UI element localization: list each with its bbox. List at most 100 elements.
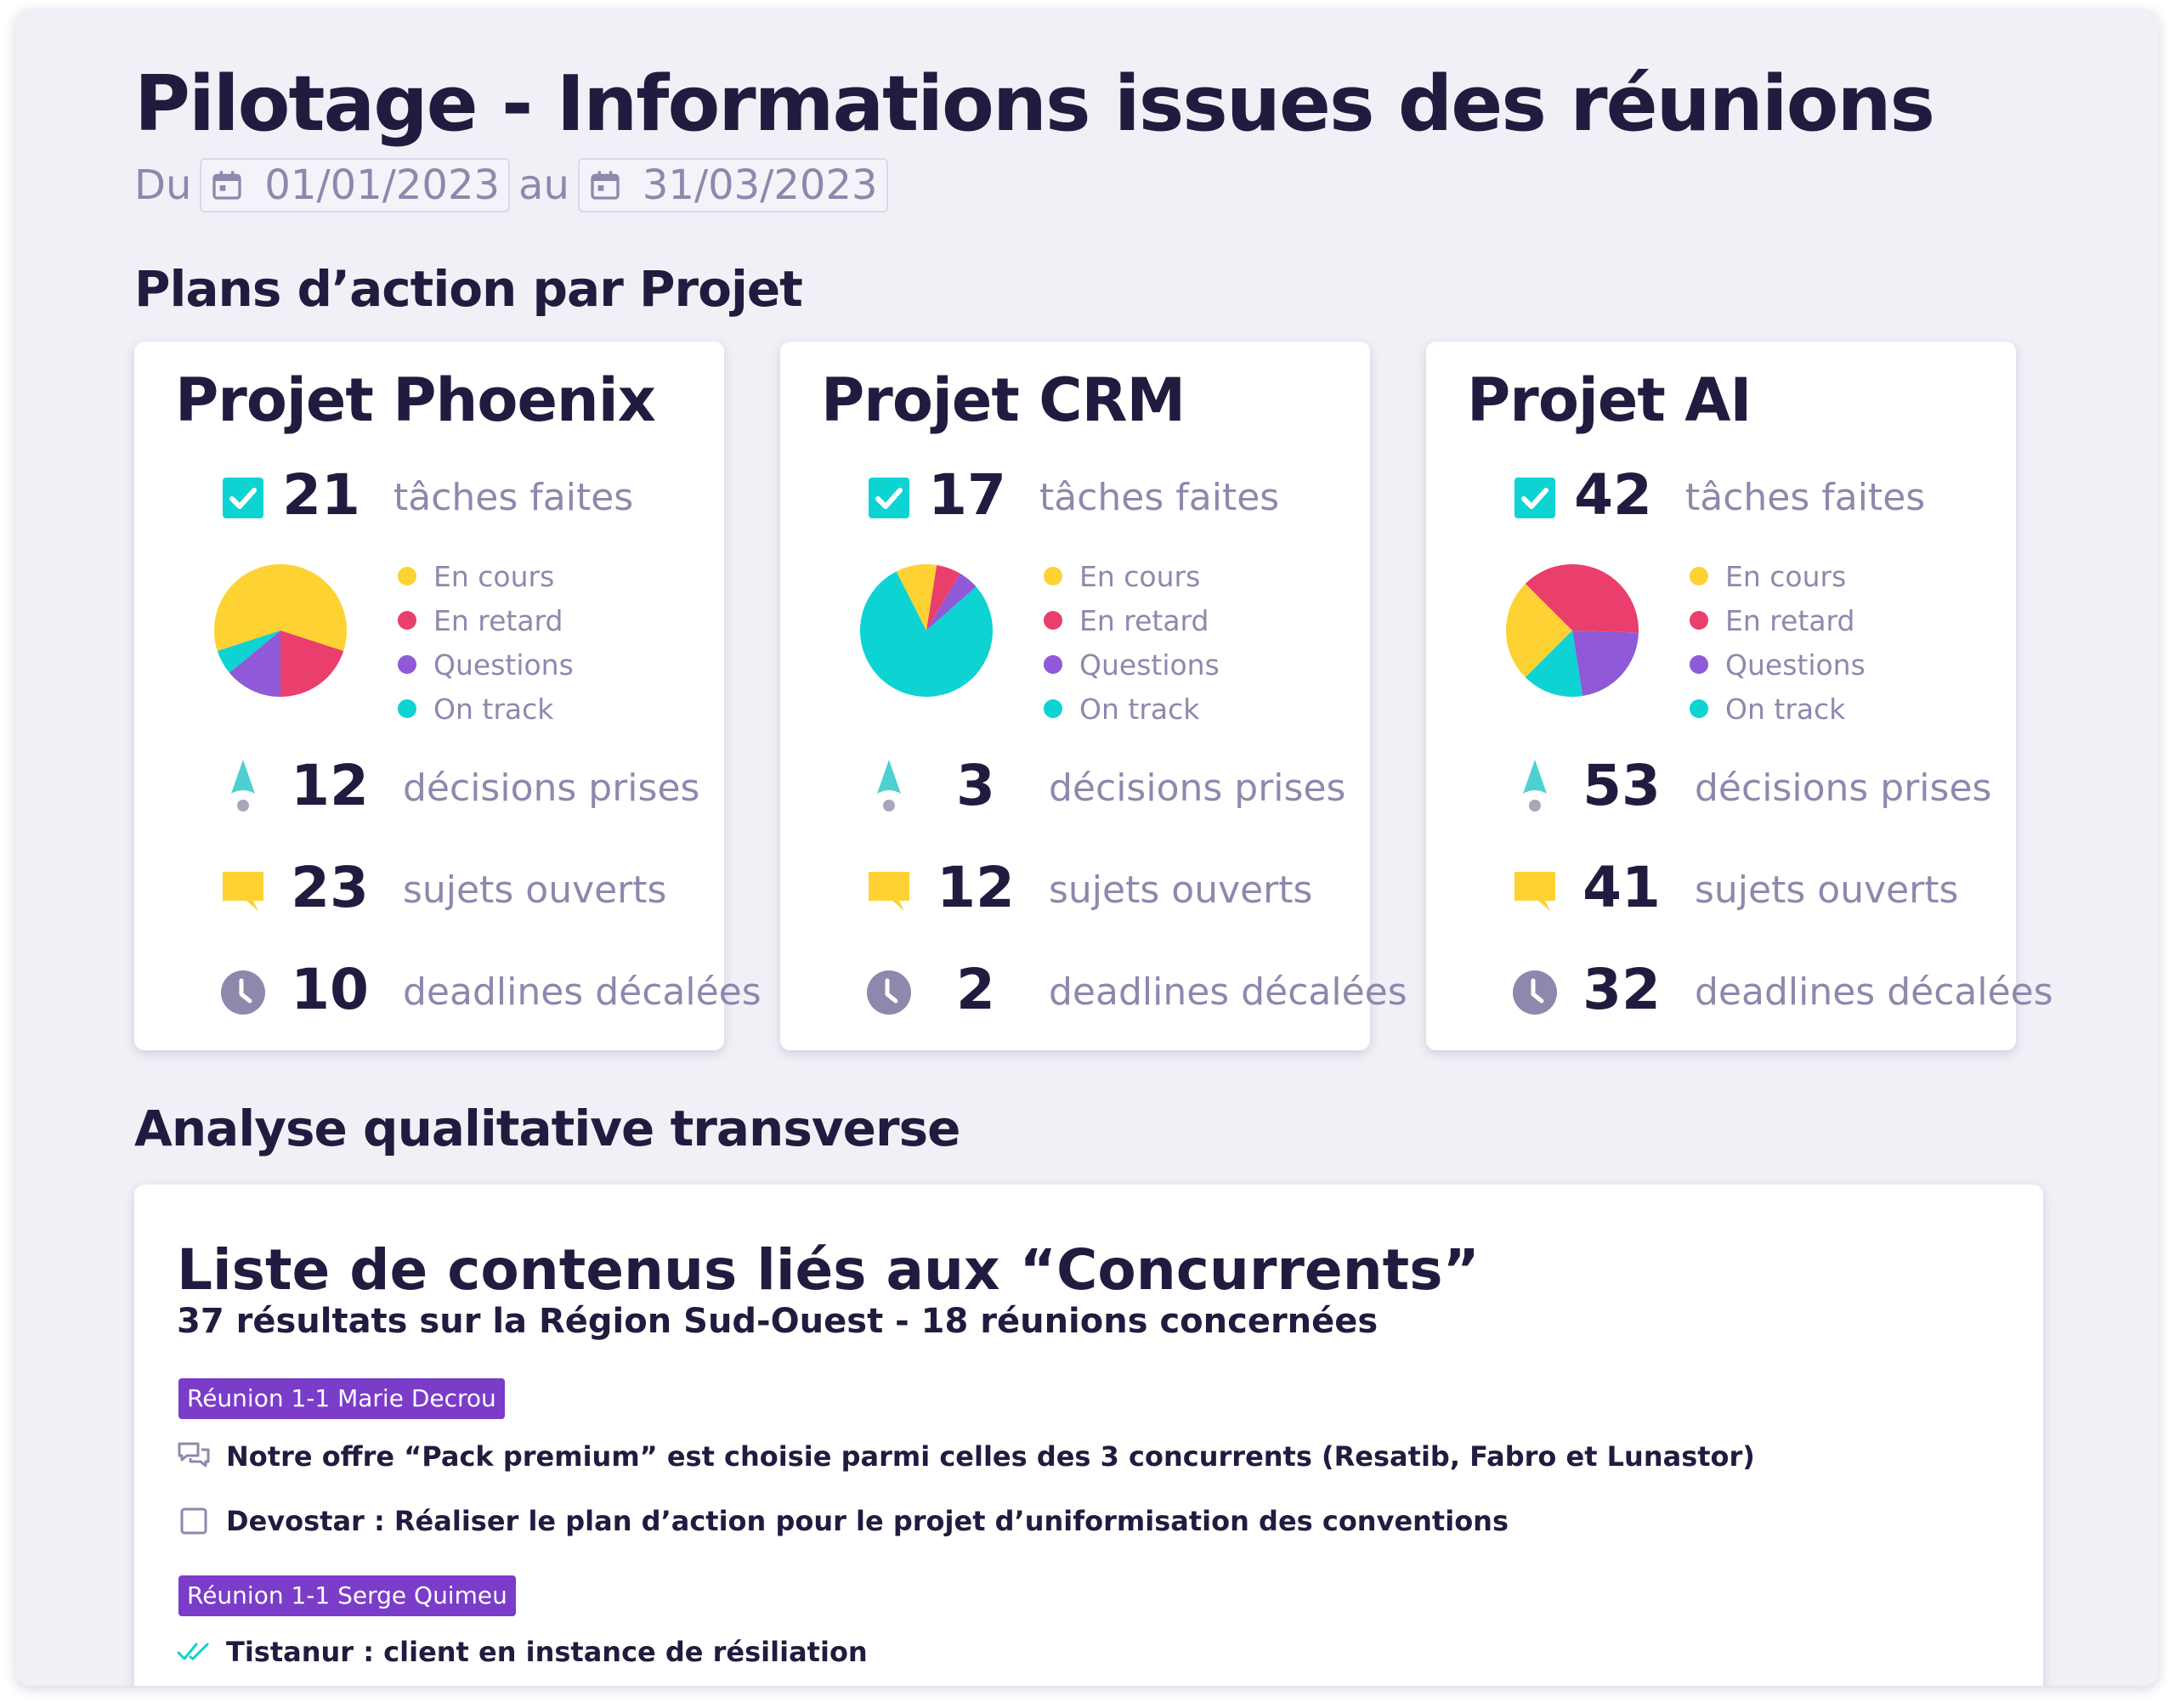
list-item[interactable]: Devostar : Réaliser le plan d’action pou… bbox=[177, 1497, 1509, 1545]
pie-slice-on-track bbox=[860, 571, 993, 697]
legend-label: En retard bbox=[1725, 603, 1855, 637]
legend-in-progress: En cours bbox=[1690, 554, 1865, 598]
legend-late: En retard bbox=[1690, 598, 1865, 642]
legend-dot bbox=[1690, 611, 1708, 630]
topics-row: 12 sujets ouverts bbox=[780, 851, 1370, 928]
topics-label: sujets ouverts bbox=[1695, 868, 1959, 912]
clock-icon bbox=[1513, 970, 1557, 1015]
project-title: Projet CRM bbox=[821, 365, 1186, 435]
checkbox-checked-icon bbox=[223, 478, 263, 518]
list-item[interactable]: Notre offre “Pack premium” est choisie p… bbox=[177, 1433, 1755, 1480]
pie-slice-in-progress bbox=[1506, 583, 1572, 678]
pie-slice-late bbox=[926, 564, 960, 631]
date-end-picker[interactable]: 31/03/2023 bbox=[577, 158, 888, 212]
legend-on-track: On track bbox=[398, 687, 574, 731]
analysis-section-title: Analyse qualitative transverse bbox=[134, 1100, 960, 1157]
legend-on-track: On track bbox=[1044, 687, 1220, 731]
checkbox-icon[interactable] bbox=[177, 1504, 211, 1538]
project-title: Projet AI bbox=[1467, 365, 1752, 435]
pie-slice-questions bbox=[1572, 631, 1639, 697]
topics-count: 41 bbox=[1582, 855, 1661, 920]
clock-icon bbox=[221, 970, 265, 1015]
legend-dot bbox=[1690, 699, 1708, 718]
legend-dot bbox=[1044, 699, 1062, 718]
checkbox-checked-icon bbox=[1514, 478, 1555, 518]
tasks-count: 21 bbox=[282, 462, 360, 528]
deadlines-count: 2 bbox=[956, 957, 995, 1022]
tasks-row: 21 tâches faites bbox=[134, 459, 724, 535]
topics-count: 23 bbox=[291, 855, 369, 920]
date-start-picker[interactable]: 01/01/2023 bbox=[200, 158, 511, 212]
legend-dot bbox=[398, 655, 416, 674]
rocket-icon bbox=[1523, 760, 1547, 812]
deadlines-count: 10 bbox=[291, 957, 369, 1022]
date-end-value: 31/03/2023 bbox=[642, 161, 878, 209]
pie-slice-on-track bbox=[217, 631, 280, 673]
tasks-row: 17 tâches faites bbox=[780, 459, 1370, 535]
tasks-count: 42 bbox=[1574, 462, 1652, 528]
project-card[interactable]: Projet CRM 17 tâches faites En cours En … bbox=[780, 342, 1407, 1050]
page-title: Pilotage - Informations issues des réuni… bbox=[134, 59, 1935, 149]
project-title: Projet Phoenix bbox=[175, 365, 656, 435]
legend-late: En retard bbox=[1044, 598, 1220, 642]
status-legend: En cours En retard Questions On track bbox=[1690, 554, 1865, 731]
pie-slice-questions bbox=[229, 631, 280, 697]
tasks-row: 42 tâches faites bbox=[1426, 459, 2016, 535]
analysis-card: Liste de contenus liés aux “Concurrents”… bbox=[134, 1185, 2043, 1686]
pie-slice-in-progress bbox=[896, 564, 937, 631]
pie-slice-late bbox=[280, 631, 344, 697]
date-range: Du 01/01/2023 au 31/03/2023 bbox=[134, 158, 888, 212]
meeting-tag[interactable]: Réunion 1-1 Marie Decrou bbox=[178, 1378, 505, 1419]
project-card[interactable]: Projet Phoenix 21 tâches faites En cours… bbox=[134, 342, 761, 1050]
legend-questions: Questions bbox=[1044, 642, 1220, 687]
date-separator: au bbox=[518, 161, 569, 209]
pie-slice-on-track bbox=[1525, 631, 1583, 697]
legend-dot bbox=[1044, 567, 1062, 585]
legend-dot bbox=[1044, 655, 1062, 674]
topics-row: 41 sujets ouverts bbox=[1426, 851, 2016, 928]
item-text: Tistanur : client en instance de résilia… bbox=[226, 1636, 868, 1668]
legend-label: On track bbox=[1079, 692, 1200, 726]
speech-bubble-icon bbox=[869, 872, 909, 911]
legend-label: Questions bbox=[1725, 648, 1865, 682]
date-prefix: Du bbox=[134, 161, 192, 209]
date-start-value: 01/01/2023 bbox=[264, 161, 501, 209]
calendar-icon bbox=[591, 171, 620, 200]
topics-count: 12 bbox=[937, 855, 1015, 920]
decisions-count: 53 bbox=[1582, 753, 1661, 818]
calendar-icon bbox=[212, 171, 242, 200]
speech-bubble-icon bbox=[1514, 872, 1555, 911]
list-item[interactable]: Tistanur : client en instance de résilia… bbox=[177, 1628, 868, 1676]
legend-late: En retard bbox=[398, 598, 574, 642]
legend-label: En cours bbox=[433, 559, 555, 593]
projects-section-title: Plans d’action par Projet bbox=[134, 260, 803, 318]
meeting-tag[interactable]: Réunion 1-1 Serge Quimeu bbox=[178, 1575, 516, 1616]
topics-label: sujets ouverts bbox=[403, 868, 667, 912]
status-pie-chart bbox=[860, 564, 993, 697]
tasks-count: 17 bbox=[928, 462, 1006, 528]
item-text: Devostar : Réaliser le plan d’action pou… bbox=[226, 1505, 1509, 1537]
decisions-label: décisions prises bbox=[1049, 766, 1346, 810]
legend-label: Questions bbox=[433, 648, 574, 682]
status-pie-chart bbox=[1506, 564, 1639, 697]
chat-bubbles-icon bbox=[177, 1439, 211, 1473]
legend-label: On track bbox=[433, 692, 554, 726]
deadlines-count: 32 bbox=[1582, 957, 1661, 1022]
legend-on-track: On track bbox=[1690, 687, 1865, 731]
project-card[interactable]: Projet AI 42 tâches faites En cours En r… bbox=[1426, 342, 2053, 1050]
decisions-label: décisions prises bbox=[1695, 766, 1992, 810]
decisions-row: 53 décisions prises bbox=[1426, 749, 2016, 826]
pie-slice-in-progress bbox=[214, 564, 347, 652]
decisions-label: décisions prises bbox=[403, 766, 700, 810]
legend-label: En retard bbox=[1079, 603, 1209, 637]
decisions-row: 3 décisions prises bbox=[780, 749, 1370, 826]
legend-label: En cours bbox=[1725, 559, 1847, 593]
tasks-label: tâches faites bbox=[393, 476, 634, 519]
legend-dot bbox=[1044, 611, 1062, 630]
deadlines-label: deadlines décalées bbox=[1049, 970, 1407, 1014]
item-text: Notre offre “Pack premium” est choisie p… bbox=[226, 1440, 1755, 1473]
legend-label: Questions bbox=[1079, 648, 1220, 682]
legend-questions: Questions bbox=[1690, 642, 1865, 687]
legend-questions: Questions bbox=[398, 642, 574, 687]
pie-slice-questions bbox=[926, 573, 977, 631]
